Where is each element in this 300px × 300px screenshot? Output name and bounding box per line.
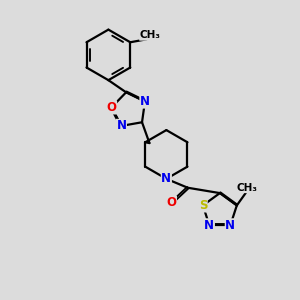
Text: CH₃: CH₃ — [140, 30, 161, 40]
Text: N: N — [116, 119, 126, 132]
Text: N: N — [161, 172, 171, 185]
Text: CH₃: CH₃ — [237, 183, 258, 193]
Text: N: N — [140, 95, 150, 108]
Text: N: N — [204, 219, 214, 232]
Text: O: O — [106, 101, 116, 114]
Text: N: N — [225, 219, 235, 232]
Text: O: O — [167, 196, 176, 209]
Text: S: S — [199, 199, 207, 212]
